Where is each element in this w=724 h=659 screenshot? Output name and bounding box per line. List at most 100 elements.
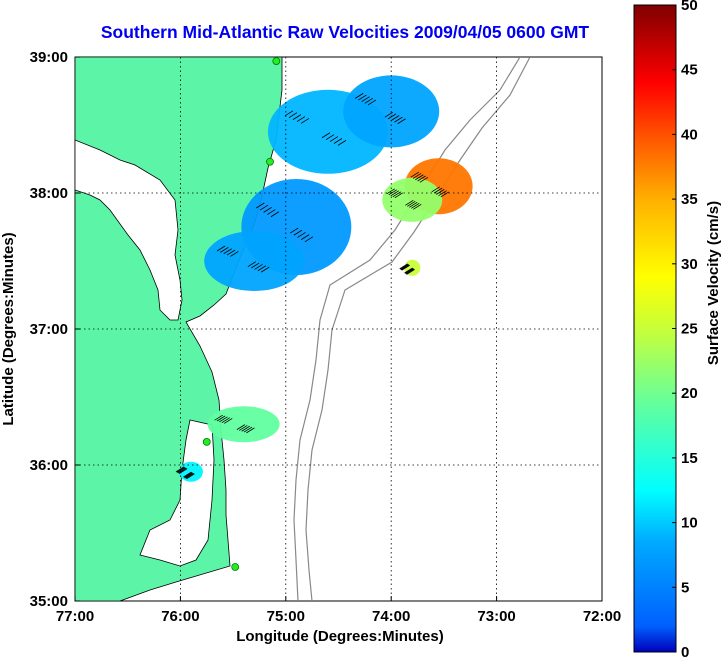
velocity-arrow xyxy=(407,200,416,207)
velocity-arrow xyxy=(186,473,195,480)
velocity-arrow xyxy=(433,187,443,194)
velocity-arrow xyxy=(406,269,415,275)
velocity-arrow xyxy=(394,116,403,123)
x-tick-label: 77:00 xyxy=(56,608,94,625)
velocity-arrow xyxy=(410,171,420,178)
lat-lon-grid xyxy=(75,57,602,601)
colorbar-tick-label: 40 xyxy=(681,126,698,143)
x-tick-label: 75:00 xyxy=(267,608,305,625)
velocity-arrow xyxy=(226,249,236,256)
velocity-arrow xyxy=(387,113,397,120)
x-axis-ticks: 77:00 76:00 75:00 74:00 73:00 72:00 xyxy=(56,596,621,625)
colorbar-tick-label: 45 xyxy=(681,62,698,79)
velocity-arrow xyxy=(178,468,188,474)
velocity-arrow xyxy=(300,234,310,240)
velocity-arrow xyxy=(236,424,246,430)
velocity-arrow xyxy=(257,265,267,272)
radar-station-marker xyxy=(202,437,211,446)
velocity-arrow xyxy=(354,93,364,99)
velocity-arrow xyxy=(183,472,193,478)
velocity-arrow xyxy=(230,251,239,257)
y-tick-label: 39:00 xyxy=(30,49,68,66)
y-tick-label: 35:00 xyxy=(30,593,68,610)
velocity-arrow xyxy=(384,111,394,118)
velocity-arrow xyxy=(364,97,374,104)
velocity-arrow xyxy=(417,175,426,182)
velocity-arrow xyxy=(405,199,414,206)
velocity-arrow xyxy=(304,236,314,243)
velocity-arrow xyxy=(263,207,272,213)
velocity-arrow xyxy=(221,417,231,423)
colorbar-tick-label: 35 xyxy=(681,191,698,208)
velocity-arrow xyxy=(386,188,395,195)
velocity-arrow xyxy=(177,467,186,474)
velocity-arrow xyxy=(404,267,413,274)
velocity-arrow xyxy=(300,118,310,124)
velocity-arrow xyxy=(220,247,229,253)
velocity-arrow xyxy=(419,176,429,183)
velocity-arrow xyxy=(394,192,403,199)
velocity-arrow xyxy=(178,467,187,474)
velocity-arrow xyxy=(438,190,447,196)
velocity-arrow xyxy=(216,415,226,422)
colorbar-tick-label: 25 xyxy=(681,321,698,338)
velocity-arrow xyxy=(292,114,302,120)
colorbar-tick-label: 20 xyxy=(681,385,698,402)
velocity-region xyxy=(207,406,280,443)
velocity-arrow xyxy=(254,264,263,270)
velocity-arrow xyxy=(288,112,298,119)
velocity-arrow xyxy=(431,186,440,193)
velocity-arrow xyxy=(321,132,331,139)
velocity-arrow xyxy=(325,134,335,141)
velocity-arrow xyxy=(415,174,424,181)
velocity-arrow xyxy=(412,173,422,179)
x-tick-label: 74:00 xyxy=(372,608,410,625)
velocity-arrow xyxy=(239,425,248,431)
velocity-region xyxy=(382,177,443,222)
velocity-arrow xyxy=(409,201,418,208)
velocity-arrow xyxy=(390,115,400,121)
velocity-arrow xyxy=(436,189,445,195)
velocity-arrow xyxy=(401,264,410,271)
y-tick-label: 37:00 xyxy=(30,321,68,338)
colorbar-tick-label: 10 xyxy=(681,515,698,532)
radar-station-marker xyxy=(272,57,281,65)
colorbar-ticks: 0 5 10 15 20 25 30 35 40 45 50 xyxy=(672,0,698,659)
bathymetry-contour xyxy=(293,57,521,601)
velocity-arrow xyxy=(241,425,250,432)
velocity-arrow xyxy=(296,116,306,122)
velocity-arrow xyxy=(284,110,294,117)
velocity-arrow xyxy=(289,227,299,234)
velocity-arrow xyxy=(246,427,255,434)
velocity-region xyxy=(204,231,305,291)
chart-title: Southern Mid-Atlantic Raw Velocities 200… xyxy=(101,22,590,42)
velocity-arrow xyxy=(219,416,228,423)
colorbar-label: Surface Velocity (cm/s) xyxy=(705,201,722,365)
velocity-arrow xyxy=(405,268,414,275)
velocity-arrow xyxy=(297,232,306,238)
colorbar-tick-label: 50 xyxy=(681,0,698,14)
radar-stations xyxy=(202,57,281,571)
radar-station-marker xyxy=(231,563,240,571)
velocity-arrow xyxy=(397,118,406,125)
velocity-arrow xyxy=(337,140,347,146)
velocity-arrow xyxy=(270,211,280,218)
velocity-arrow xyxy=(214,414,223,421)
velocity-arrow xyxy=(333,138,343,144)
velocity-arrow xyxy=(260,266,270,273)
velocity-arrow xyxy=(293,229,303,236)
radar-station-marker xyxy=(266,157,274,166)
x-axis-label: Longitude (Degrees:Minutes) xyxy=(236,628,444,645)
velocity-arrow xyxy=(361,96,370,103)
velocity-arrow xyxy=(184,472,194,479)
colorbar-tick-label: 30 xyxy=(681,256,698,273)
colorbar xyxy=(633,4,677,653)
x-tick-label: 72:00 xyxy=(583,608,621,625)
velocity-arrow xyxy=(224,418,233,424)
velocity-arrow xyxy=(358,94,367,101)
bay-water xyxy=(75,139,183,321)
bathymetry-contour-outer xyxy=(305,57,531,601)
velocity-arrow xyxy=(175,466,185,473)
velocity-arrow xyxy=(440,191,450,198)
